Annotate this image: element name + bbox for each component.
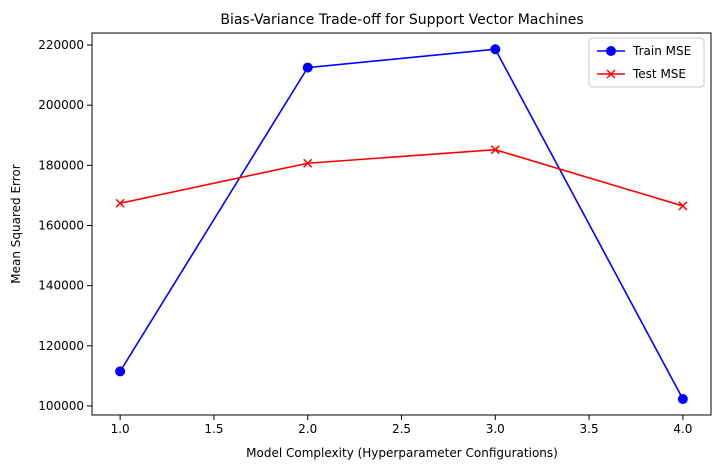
x-tick-label: 4.0: [673, 422, 692, 436]
data-point-test: [678, 201, 688, 211]
y-tick-label: 100000: [38, 399, 84, 413]
legend-label: Test MSE: [632, 67, 686, 81]
data-point-train: [490, 44, 501, 55]
data-point-test: [115, 198, 125, 208]
y-tick-label: 180000: [38, 158, 84, 172]
data-point-train: [302, 62, 313, 73]
x-tick-label: 1.0: [111, 422, 130, 436]
y-tick-label: 120000: [38, 339, 84, 353]
x-axis-ticks: 1.0 1.5 2.0 2.5 3.0 3.5 4.0: [111, 415, 692, 436]
series-layer: [115, 44, 688, 405]
y-tick-label: 220000: [38, 38, 84, 52]
chart-title: Bias-Variance Trade-off for Support Vect…: [220, 12, 583, 28]
data-point-train: [115, 366, 126, 377]
series-line-train: [119, 48, 684, 400]
legend-marker: [606, 69, 616, 79]
y-tick-label: 160000: [38, 219, 84, 233]
legend-marker: [606, 46, 616, 56]
data-point-test: [490, 145, 500, 155]
x-tick-label: 2.0: [298, 422, 317, 436]
x-tick-label: 2.5: [392, 422, 411, 436]
x-tick-label: 1.5: [204, 422, 223, 436]
x-tick-label: 3.0: [486, 422, 505, 436]
data-point-train: [677, 394, 688, 405]
y-tick-label: 140000: [38, 279, 84, 293]
legend-label: Train MSE: [632, 44, 691, 58]
x-tick-label: 3.5: [580, 422, 599, 436]
data-point-test: [303, 158, 313, 168]
y-axis-ticks: 100000 120000 140000 160000 180000 200000 2200…: [38, 38, 92, 413]
x-axis-label: Model Complexity (Hyperparameter Configu…: [246, 446, 558, 460]
plot-area: [91, 32, 712, 416]
y-tick-label: 200000: [38, 98, 84, 112]
y-axis-label: Mean Squared Error: [9, 164, 23, 284]
series-line-test: [119, 148, 684, 207]
legend: Train MSE Test MSE: [588, 37, 705, 88]
